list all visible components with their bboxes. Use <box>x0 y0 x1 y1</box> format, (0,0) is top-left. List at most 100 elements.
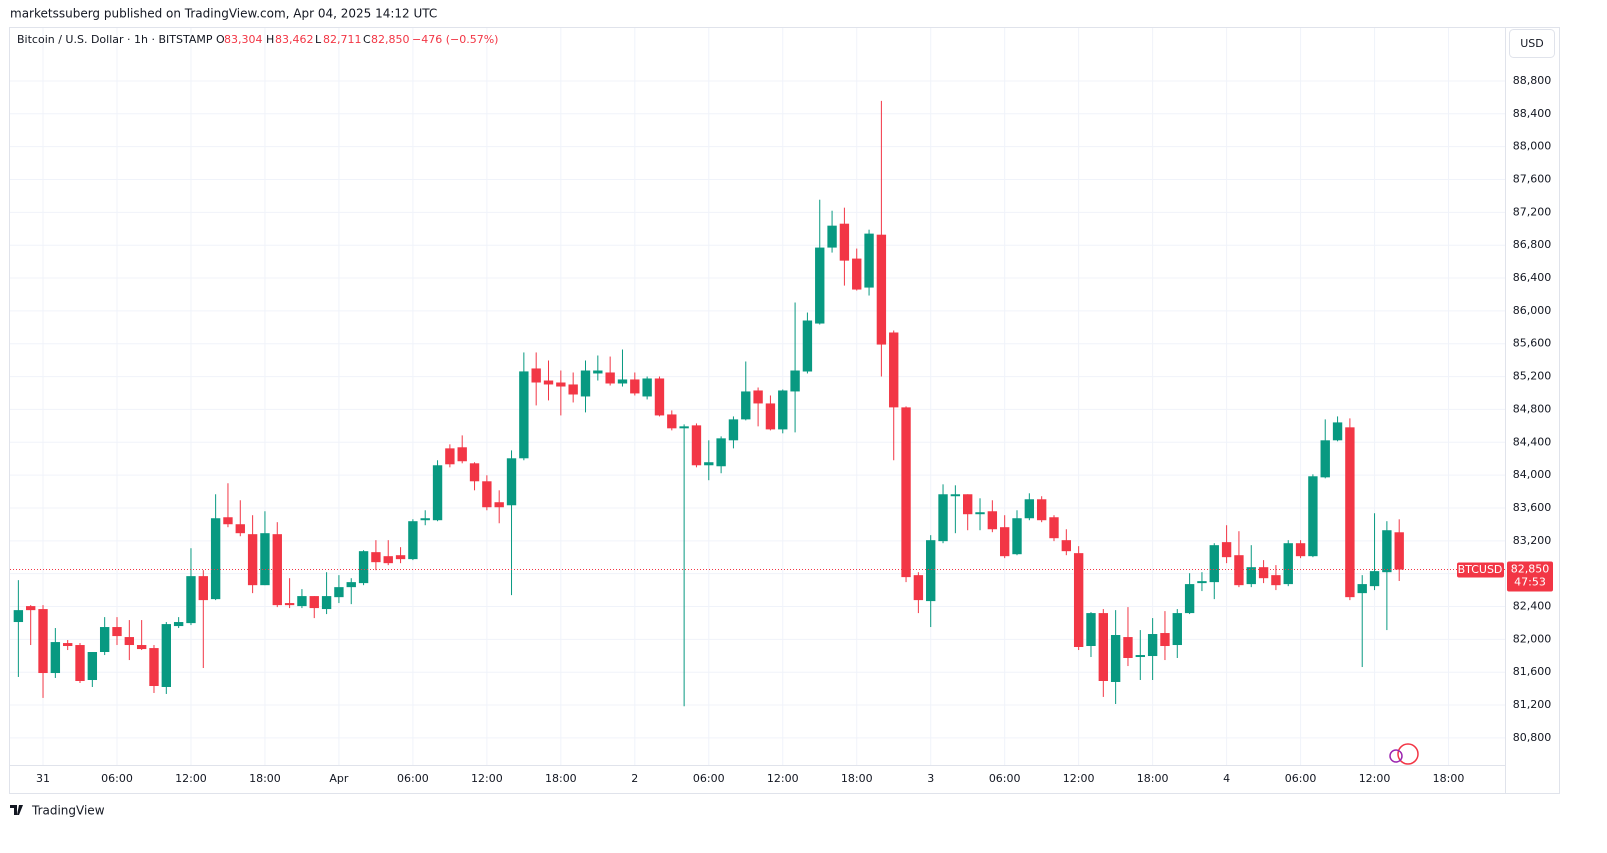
ohlc-value: 83,462 <box>275 33 314 46</box>
candle-body <box>309 596 319 609</box>
ohlc-key: O <box>216 33 225 46</box>
candle-body <box>926 540 936 602</box>
candle-body <box>827 225 837 248</box>
x-tick-label: Apr <box>329 772 349 785</box>
candle-body <box>1295 543 1306 557</box>
y-tick-label: 86,000 <box>1513 304 1552 317</box>
x-tick-label: 12:00 <box>1359 772 1391 785</box>
y-tick-label: 82,400 <box>1513 600 1552 613</box>
candle-body <box>506 458 517 506</box>
candle-body <box>1172 613 1182 646</box>
candle-body <box>1246 567 1256 585</box>
candle-body <box>1320 440 1330 478</box>
candle-body <box>1209 545 1219 583</box>
candle-body <box>963 494 973 515</box>
candle-body <box>408 521 418 560</box>
x-tick-label: 18:00 <box>545 772 577 785</box>
candle-body <box>173 622 184 627</box>
candle-body <box>371 552 381 563</box>
candle-body <box>247 534 258 586</box>
published-line: marketssuberg published on TradingView.c… <box>10 7 437 21</box>
y-tick-label: 82,000 <box>1513 632 1552 645</box>
y-tick-label: 86,800 <box>1513 238 1552 251</box>
candle-body <box>1345 427 1355 598</box>
candle-body <box>704 462 714 466</box>
candle-body <box>1098 613 1108 681</box>
y-tick-label: 80,800 <box>1513 731 1552 744</box>
x-tick-label: 12:00 <box>767 772 799 785</box>
candle-body <box>62 643 73 647</box>
candle-body <box>161 624 171 687</box>
candle-body <box>136 645 147 650</box>
candle-body <box>112 627 122 637</box>
candle-body <box>149 648 159 687</box>
currency-button[interactable] <box>1509 29 1555 58</box>
candle-body <box>469 463 480 482</box>
candle-body <box>1160 633 1170 647</box>
candle-body <box>617 379 628 384</box>
candle-body <box>334 587 344 598</box>
candle-body <box>1197 581 1207 584</box>
candle-body <box>1332 422 1343 441</box>
candle-body <box>778 390 788 430</box>
candle-body <box>1394 532 1404 570</box>
candle-body <box>1123 637 1133 659</box>
candle-body <box>457 447 467 462</box>
candle-body <box>432 465 443 521</box>
candle-body <box>482 481 492 508</box>
symbol-tag-label: BTCUSD <box>1458 563 1503 576</box>
candle-body <box>346 582 356 588</box>
candle-body <box>864 233 874 288</box>
x-tick-label: 06:00 <box>693 772 725 785</box>
candle-body <box>543 380 554 385</box>
candle-body <box>531 368 541 383</box>
ohlc-key: L <box>315 33 322 46</box>
candle-body <box>198 576 208 601</box>
candle-body <box>1357 584 1367 594</box>
y-tick-label: 84,000 <box>1513 468 1552 481</box>
x-tick-label: 31 <box>36 772 50 785</box>
event-icon <box>1389 749 1403 763</box>
logo-text: TradingView <box>31 804 105 818</box>
candle-body <box>630 379 640 394</box>
candle-body <box>716 438 726 467</box>
ohlc-key: C <box>363 33 371 46</box>
candle-body <box>950 494 961 497</box>
symbol-line: Bitcoin / U.S. Dollar · 1h · BITSTAMP <box>17 33 213 46</box>
candle-body <box>87 652 98 681</box>
y-tick-label: 88,000 <box>1513 140 1552 153</box>
candle-body <box>876 234 887 345</box>
x-tick-label: 06:00 <box>101 772 133 785</box>
ohlc-value: 82,711 <box>323 33 362 46</box>
candle-body <box>383 556 393 564</box>
y-tick-label: 83,600 <box>1513 501 1552 514</box>
ohlc-value: 82,850 <box>371 33 410 46</box>
candle-body <box>395 555 406 560</box>
candle-body <box>593 370 603 374</box>
candle-body <box>223 517 233 525</box>
candle-body <box>1234 555 1244 586</box>
x-tick-label: 18:00 <box>1433 772 1465 785</box>
countdown-label: 47:53 <box>1514 576 1546 589</box>
ohlc-legend: O 83,304 H 83,462 L 82,711 C 82,850 −476… <box>216 33 498 46</box>
x-tick-label: 18:00 <box>1137 772 1169 785</box>
event-icon <box>1397 743 1419 765</box>
y-tick-label: 85,200 <box>1513 370 1552 383</box>
y-tick-label: 87,200 <box>1513 205 1552 218</box>
candle-body <box>1283 543 1293 585</box>
candle-body <box>75 645 85 681</box>
x-tick-label: 18:00 <box>841 772 873 785</box>
y-tick-label: 83,200 <box>1513 534 1552 547</box>
candle-body <box>741 391 751 420</box>
candle-body <box>1073 553 1084 647</box>
candle-body <box>235 524 245 534</box>
candle-body <box>1184 584 1195 614</box>
candle-body <box>691 425 702 466</box>
candle-body <box>1382 530 1392 573</box>
y-tick-label: 84,400 <box>1513 435 1552 448</box>
y-tick-label: 84,800 <box>1513 402 1552 415</box>
candle-body <box>420 518 430 521</box>
candle-body <box>445 448 455 465</box>
candle-body <box>1049 517 1059 539</box>
